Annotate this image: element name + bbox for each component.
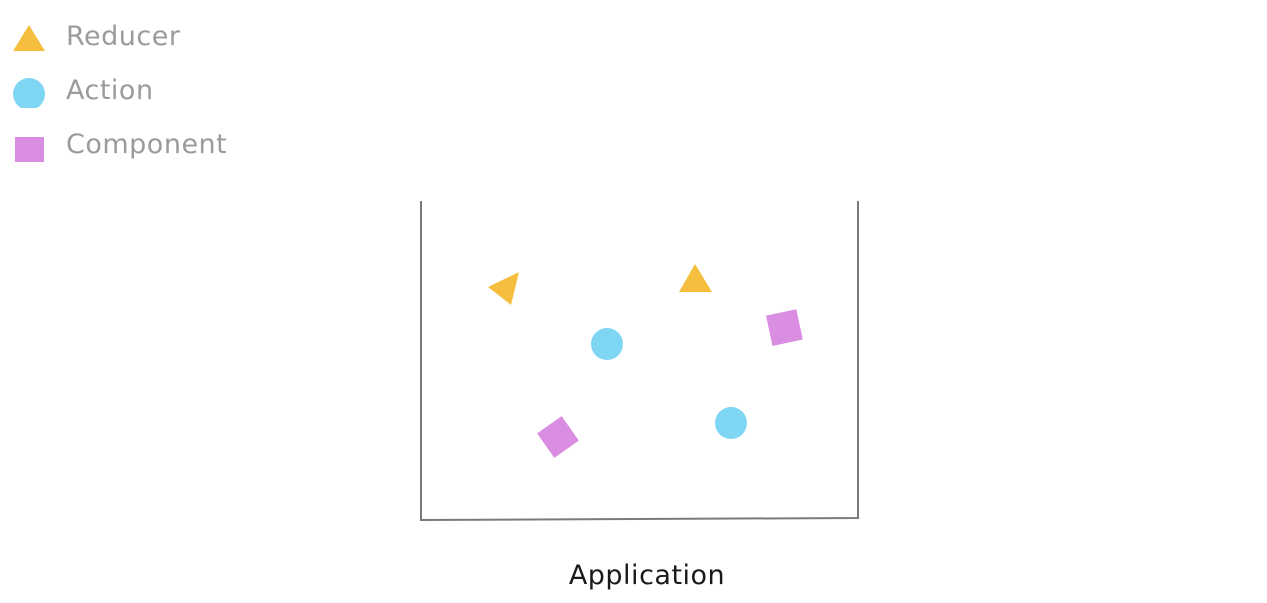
legend-label-component: Component xyxy=(66,129,228,160)
action-circle-lower xyxy=(715,407,747,439)
action-circle-upper xyxy=(591,328,623,360)
triangle-icon xyxy=(13,25,45,51)
legend-label-action: Action xyxy=(66,75,154,106)
container-label: Application xyxy=(568,560,726,591)
reducer-triangle-tilted xyxy=(488,272,519,305)
reducer-triangle-upright xyxy=(679,264,712,292)
legend-label-reducer: Reducer xyxy=(66,21,181,52)
component-square-left xyxy=(537,416,579,458)
application-container xyxy=(420,201,859,522)
component-square-right xyxy=(766,309,803,346)
circle-icon xyxy=(13,78,45,108)
square-icon xyxy=(15,137,44,162)
